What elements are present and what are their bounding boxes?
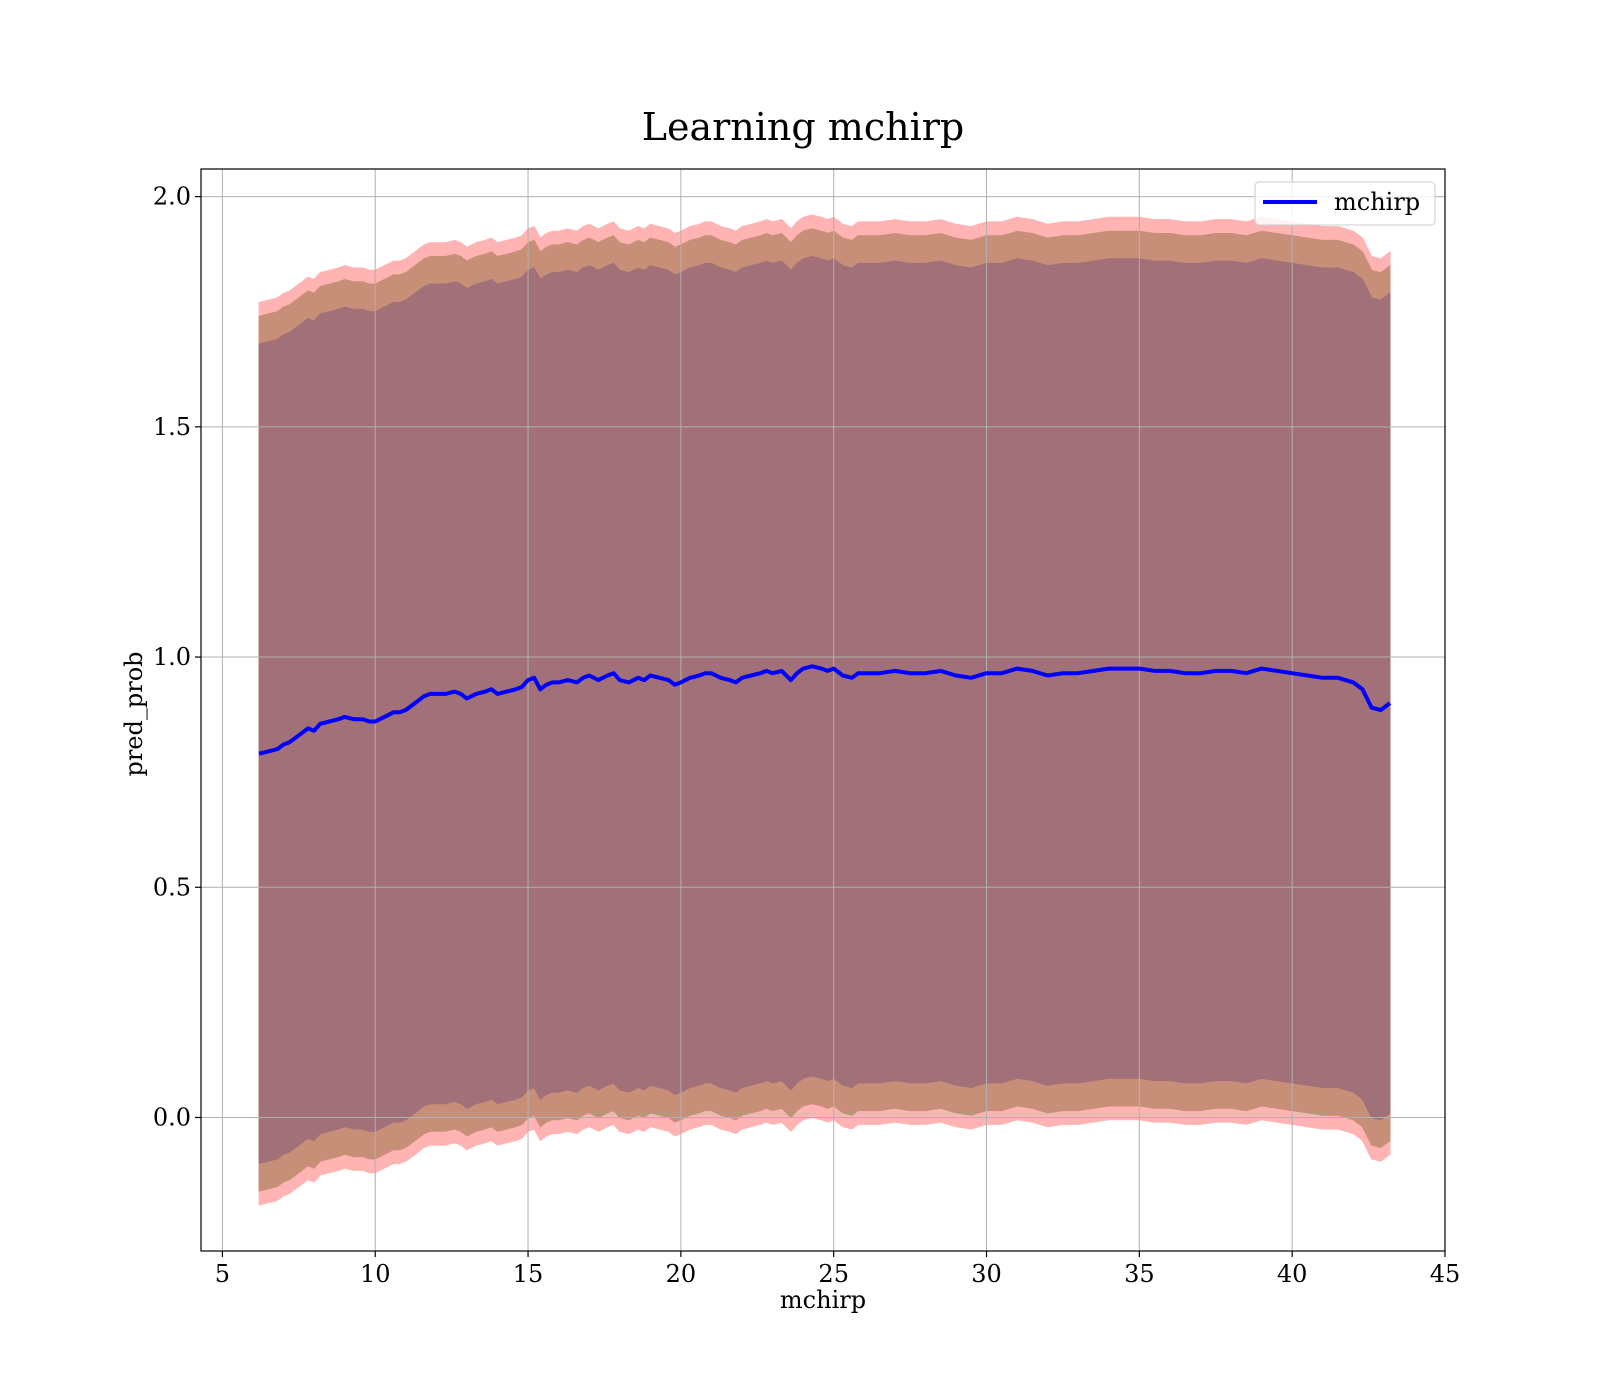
- x-axis-label: mchirp: [780, 1286, 866, 1314]
- line-layer: [258, 664, 1392, 756]
- x-tick-label: 15: [513, 1260, 544, 1288]
- y-tick-label: 1.0: [153, 643, 191, 671]
- legend-label-mchirp: mchirp: [1334, 188, 1420, 216]
- x-tick-label: 5: [215, 1260, 230, 1288]
- plot-frame: [200, 168, 1446, 1252]
- y-tick-label: 2.0: [153, 183, 191, 211]
- legend-box: [1254, 181, 1436, 226]
- x-ticks: 5 10 15 20 25 30 35 40 45: [215, 1251, 1461, 1288]
- y-tick-label: 0.0: [153, 1103, 191, 1131]
- band-inner: [258, 255, 1391, 1165]
- series-line-mchirp: [258, 664, 1392, 756]
- x-tick-label: 30: [971, 1260, 1002, 1288]
- x-tick-label: 45: [1430, 1260, 1461, 1288]
- y-tick-label: 1.5: [153, 413, 191, 441]
- legend: mchirp: [1254, 181, 1436, 226]
- y-axis-label: pred_prob: [120, 651, 148, 776]
- y-tick-label: 0.5: [153, 873, 191, 901]
- chart-title: Learning mchirp: [642, 105, 964, 149]
- y-ticks: 0.0 0.5 1.0 1.5 2.0: [153, 183, 201, 1131]
- bands-layer: [258, 214, 1391, 1206]
- x-tick-label: 40: [1277, 1260, 1308, 1288]
- x-tick-label: 20: [666, 1260, 697, 1288]
- x-tick-label: 10: [360, 1260, 391, 1288]
- x-tick-label: 25: [818, 1260, 849, 1288]
- x-tick-label: 35: [1124, 1260, 1155, 1288]
